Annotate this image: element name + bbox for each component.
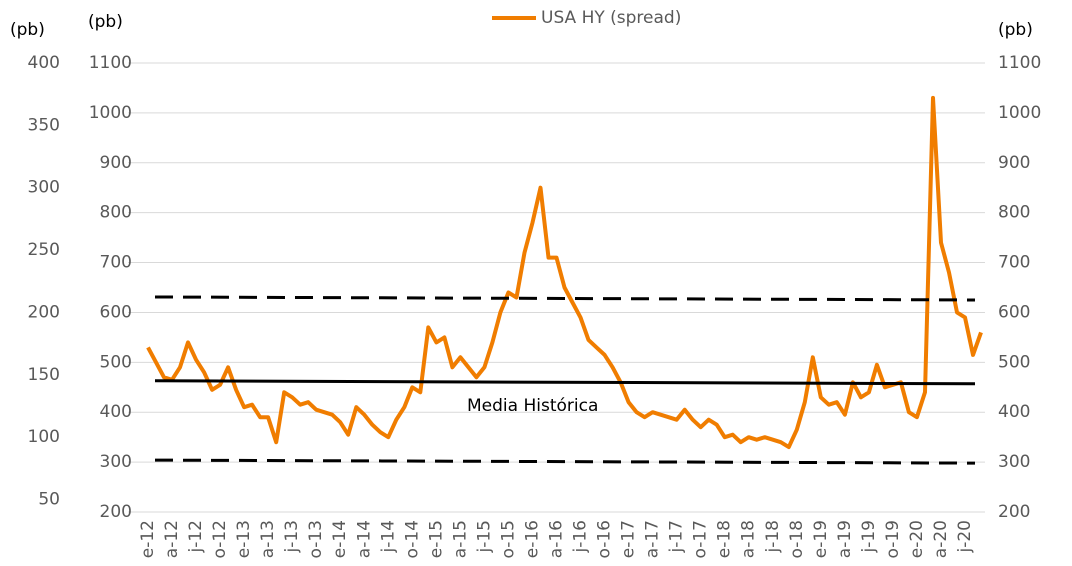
y2-tick-label: 1000 <box>998 103 1041 123</box>
x-tick-label: a-20 <box>931 520 951 558</box>
y3-tick-label: 400 <box>28 53 60 73</box>
y2-tick-label: 500 <box>998 352 1030 372</box>
annotation: Media Histórica <box>467 396 598 416</box>
y-tick-label: 700 <box>100 253 132 273</box>
y3-tick-label: 250 <box>28 240 60 260</box>
x-tick-label: e-20 <box>907 520 927 558</box>
x-tick-label: j-19 <box>859 520 879 554</box>
y-tick-label: 1000 <box>89 103 132 123</box>
x-tick-label: j-17 <box>667 520 687 554</box>
x-tick-label: j-15 <box>474 520 494 554</box>
y2-tick-label: 600 <box>998 302 1030 322</box>
x-tick-label: e-19 <box>811 520 831 558</box>
x-tick-label: j-13 <box>282 520 302 554</box>
x-tick-label: a-16 <box>547 520 567 558</box>
y-tick-label: 200 <box>100 502 132 522</box>
x-tick-label: a-15 <box>450 520 470 558</box>
y-tick-label: 300 <box>100 452 132 472</box>
x-tick-label: a-19 <box>835 520 855 558</box>
y-tick-label: 900 <box>100 153 132 173</box>
x-tick-label: a-13 <box>258 520 278 558</box>
y3-tick-label: 150 <box>28 365 60 385</box>
y-axis-label: (pb) <box>88 12 123 32</box>
x-tick-label: o-16 <box>595 520 615 558</box>
x-tick-label: o-17 <box>691 520 711 558</box>
x-tick-label: o-15 <box>498 520 518 558</box>
x-tick-label: e-17 <box>619 520 639 558</box>
y-tick-label: 600 <box>100 302 132 322</box>
x-tick-label: o-12 <box>210 520 230 558</box>
x-tick-label: a-12 <box>162 520 182 558</box>
x-tick-label: o-13 <box>306 520 326 558</box>
y2-tick-label: 800 <box>998 203 1030 223</box>
x-tick-label: j-18 <box>763 520 783 554</box>
legend-label: USA HY (spread) <box>541 8 681 28</box>
x-tick-label: e-13 <box>234 520 254 558</box>
x-tick-label: e-16 <box>522 520 542 558</box>
y2-tick-label: 200 <box>998 502 1030 522</box>
y3-tick-label: 50 <box>38 490 60 510</box>
x-tick-label: e-18 <box>715 520 735 558</box>
x-tick-label: j-20 <box>955 520 975 554</box>
x-tick-label: o-18 <box>787 520 807 558</box>
mean-line <box>154 379 976 386</box>
y3-tick-label: 100 <box>28 427 60 447</box>
x-tick-label: j-12 <box>186 520 206 554</box>
y2-tick-label: 900 <box>998 153 1030 173</box>
y2-tick-label: 400 <box>998 402 1030 422</box>
y3-tick-label: 300 <box>28 178 60 198</box>
y3-tick-label: 350 <box>28 115 60 135</box>
series-line <box>146 95 983 450</box>
x-tick-label: j-16 <box>571 520 591 554</box>
x-tick-label: a-18 <box>739 520 759 558</box>
lower-band-line <box>154 458 976 465</box>
x-tick-label: a-14 <box>354 520 374 558</box>
x-tick-label: o-19 <box>883 520 903 558</box>
x-tick-label: a-17 <box>643 520 663 558</box>
y2-axis-label: (pb) <box>998 20 1033 40</box>
x-tick-label: e-12 <box>138 520 158 558</box>
y2-tick-label: 700 <box>998 253 1030 273</box>
y-tick-label: 1100 <box>89 53 132 73</box>
y-tick-label: 500 <box>100 352 132 372</box>
y-tick-label: 400 <box>100 402 132 422</box>
upper-band-line <box>154 295 976 302</box>
x-tick-label: o-14 <box>402 520 422 558</box>
x-tick-label: e-15 <box>426 520 446 558</box>
y2-tick-label: 300 <box>998 452 1030 472</box>
y3-axis-label: (pb) <box>10 20 45 40</box>
y-tick-label: 800 <box>100 203 132 223</box>
y2-tick-label: 1100 <box>998 53 1041 73</box>
y3-tick-label: 200 <box>28 302 60 322</box>
x-tick-label: e-14 <box>330 520 350 558</box>
x-tick-label: j-14 <box>378 520 398 554</box>
